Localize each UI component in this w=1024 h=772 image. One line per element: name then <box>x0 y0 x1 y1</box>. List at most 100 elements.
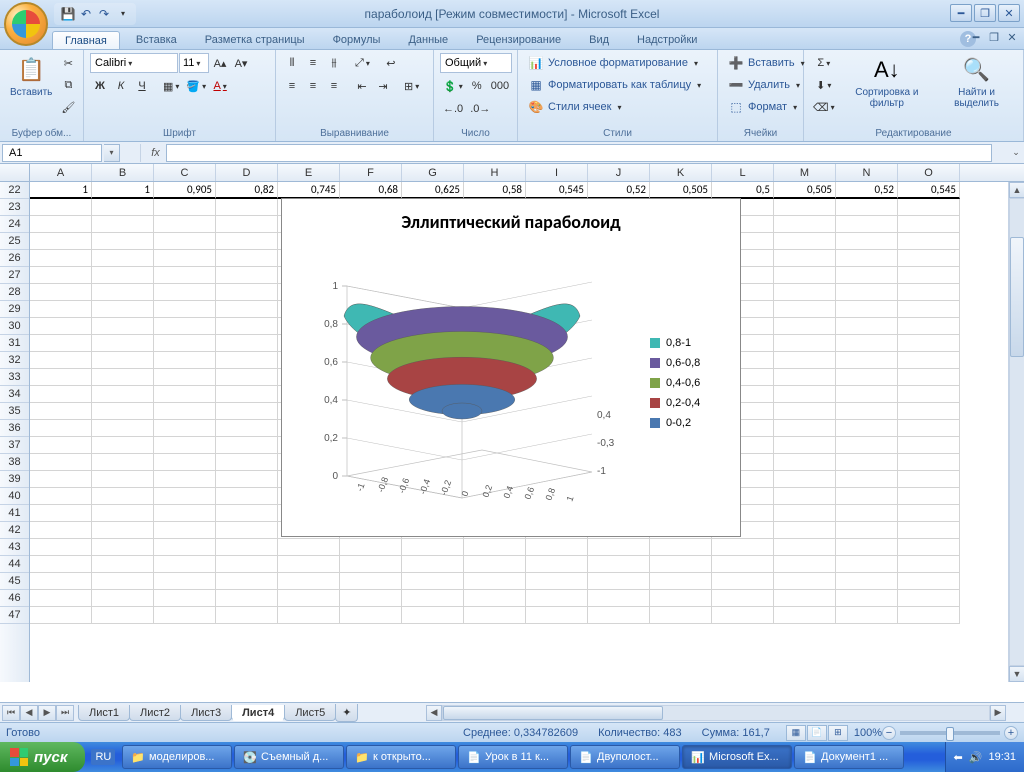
cell[interactable] <box>526 607 588 624</box>
cell[interactable] <box>836 233 898 250</box>
row-header[interactable]: 46 <box>0 590 29 607</box>
restore-button[interactable]: ❐ <box>974 4 996 22</box>
fill-icon[interactable]: ⬇ <box>810 75 838 95</box>
cell[interactable] <box>836 471 898 488</box>
cell[interactable] <box>712 590 774 607</box>
cell[interactable]: 0,545 <box>898 182 960 199</box>
cell[interactable] <box>836 403 898 420</box>
cell[interactable] <box>898 318 960 335</box>
cell[interactable] <box>836 301 898 318</box>
scroll-up-button[interactable]: ▲ <box>1009 182 1024 198</box>
cell[interactable] <box>464 556 526 573</box>
find-select-button[interactable]: 🔍 Найти и выделить <box>936 53 1017 111</box>
row-header[interactable]: 30 <box>0 318 29 335</box>
chart-object[interactable]: Эллиптический параболоид 00,20,40,60,81-… <box>281 198 741 537</box>
cell[interactable] <box>898 250 960 267</box>
cell[interactable] <box>774 250 836 267</box>
clear-icon[interactable]: ⌫ <box>810 97 838 117</box>
comma-icon[interactable]: 000 <box>488 76 512 96</box>
col-header[interactable]: M <box>774 164 836 181</box>
row-header[interactable]: 41 <box>0 505 29 522</box>
cell[interactable] <box>464 573 526 590</box>
cell[interactable] <box>216 199 278 216</box>
scroll-left-button[interactable]: ◀ <box>426 705 442 721</box>
cell[interactable] <box>216 573 278 590</box>
currency-icon[interactable]: 💲 <box>440 76 466 96</box>
cell[interactable] <box>898 301 960 318</box>
row-header[interactable]: 37 <box>0 437 29 454</box>
cell[interactable] <box>154 301 216 318</box>
decrease-decimal-icon[interactable]: .0→ <box>467 99 493 119</box>
row-header[interactable]: 25 <box>0 233 29 250</box>
increase-indent-icon[interactable]: ⇥ <box>373 76 393 96</box>
cell[interactable] <box>774 590 836 607</box>
cell[interactable] <box>92 437 154 454</box>
conditional-formatting-button[interactable]: 📊Условное форматирование <box>524 53 702 73</box>
cell[interactable]: 0,82 <box>216 182 278 199</box>
cell[interactable] <box>898 284 960 301</box>
cell[interactable] <box>774 573 836 590</box>
cell[interactable] <box>92 573 154 590</box>
sheet-tab[interactable]: Лист5 <box>284 705 336 721</box>
wrap-text-icon[interactable]: ↩ <box>381 53 401 73</box>
cell[interactable] <box>154 369 216 386</box>
fx-button[interactable]: fx <box>140 144 160 162</box>
cell[interactable] <box>836 556 898 573</box>
save-icon[interactable]: 💾 <box>60 6 76 22</box>
cell[interactable] <box>216 301 278 318</box>
cell[interactable] <box>402 556 464 573</box>
cell[interactable] <box>712 607 774 624</box>
cell[interactable]: 0,545 <box>526 182 588 199</box>
cell[interactable] <box>154 437 216 454</box>
align-right-icon[interactable]: ≡ <box>324 76 344 96</box>
cell[interactable] <box>92 301 154 318</box>
cell[interactable] <box>30 556 92 573</box>
cell[interactable] <box>216 505 278 522</box>
cell[interactable] <box>898 233 960 250</box>
cell[interactable] <box>836 386 898 403</box>
cell[interactable] <box>278 539 340 556</box>
cell[interactable] <box>30 335 92 352</box>
cell[interactable] <box>712 539 774 556</box>
row-header[interactable]: 33 <box>0 369 29 386</box>
cell[interactable] <box>588 573 650 590</box>
cell[interactable] <box>774 369 836 386</box>
cell[interactable] <box>774 301 836 318</box>
formula-bar-expand-icon[interactable]: ⌄ <box>1008 147 1024 158</box>
cell[interactable]: 0,745 <box>278 182 340 199</box>
sheet-tab[interactable]: Лист1 <box>78 705 130 721</box>
cell[interactable] <box>774 420 836 437</box>
sort-filter-button[interactable]: A↓ Сортировка и фильтр <box>840 53 935 111</box>
cell[interactable] <box>30 471 92 488</box>
cell[interactable] <box>836 318 898 335</box>
row-header[interactable]: 24 <box>0 216 29 233</box>
cell[interactable] <box>92 352 154 369</box>
cell[interactable] <box>92 556 154 573</box>
cell[interactable] <box>216 522 278 539</box>
cell[interactable] <box>588 607 650 624</box>
cell[interactable] <box>216 369 278 386</box>
cell[interactable] <box>340 590 402 607</box>
zoom-in-button[interactable]: + <box>1004 726 1018 740</box>
cell[interactable] <box>92 539 154 556</box>
row-header[interactable]: 28 <box>0 284 29 301</box>
col-header[interactable]: I <box>526 164 588 181</box>
row-header[interactable]: 39 <box>0 471 29 488</box>
cell[interactable] <box>154 335 216 352</box>
cell[interactable] <box>774 556 836 573</box>
tray-icon[interactable]: ⬅ <box>954 751 963 764</box>
delete-cells-button[interactable]: ➖Удалить <box>724 75 804 95</box>
cell[interactable] <box>774 471 836 488</box>
cell[interactable] <box>30 199 92 216</box>
tab-Формулы[interactable]: Формулы <box>321 31 393 49</box>
cell[interactable] <box>216 471 278 488</box>
cell[interactable] <box>154 199 216 216</box>
tab-Разметка страницы[interactable]: Разметка страницы <box>193 31 317 49</box>
cell[interactable] <box>30 386 92 403</box>
row-header[interactable]: 40 <box>0 488 29 505</box>
cell[interactable] <box>92 488 154 505</box>
taskbar-item[interactable]: 📁моделиров... <box>122 745 232 769</box>
taskbar-item[interactable]: 📊Microsoft Ex... <box>682 745 792 769</box>
cell[interactable] <box>836 267 898 284</box>
cell[interactable] <box>774 522 836 539</box>
